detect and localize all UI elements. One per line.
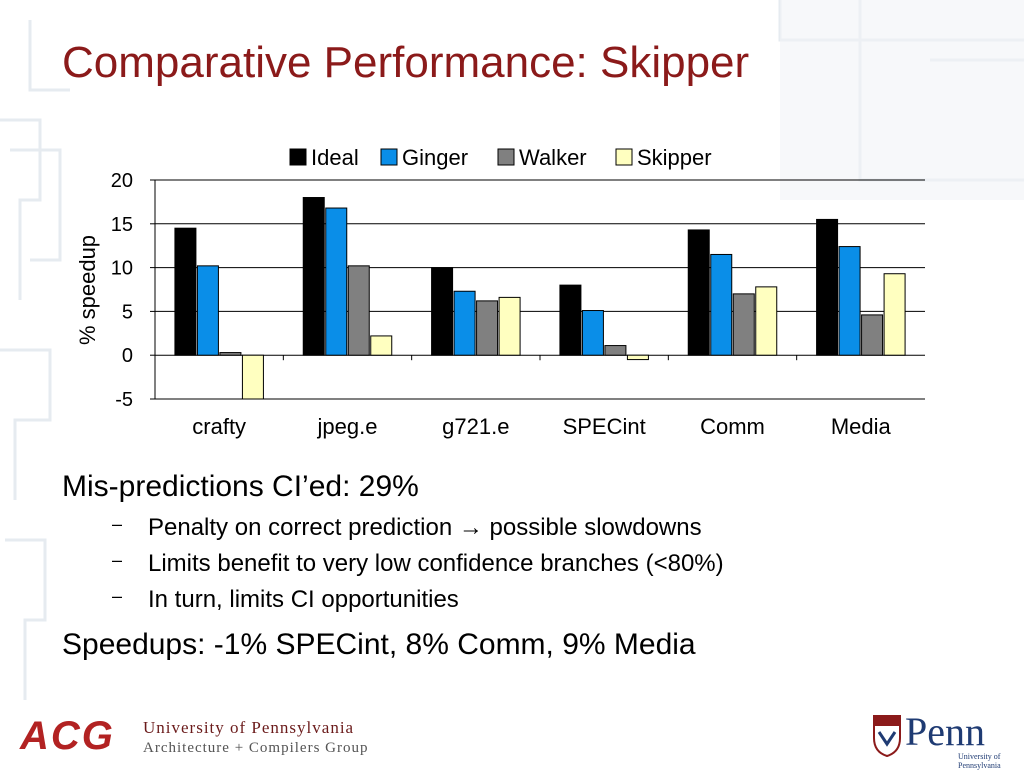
bar-ideal-Media: [816, 218, 839, 356]
y-tick-label: 0: [122, 345, 133, 367]
y-axis-label: % speedup: [75, 235, 100, 345]
bullet-list: Mis-predictions CI’ed: 29% – Penalty on c…: [62, 470, 962, 672]
bar-skipper-Media: [883, 273, 906, 356]
legend-swatch-walker: [497, 148, 515, 166]
bar-ginger-SPECint: [581, 310, 604, 356]
sub-bullet-marker: –: [112, 514, 123, 534]
legend-label-skipper: Skipper: [637, 145, 712, 170]
bar-skipper-Comm: [755, 286, 778, 356]
bar-skipper-crafty: [241, 354, 264, 400]
legend-swatch-ideal: [289, 148, 307, 166]
y-tick-label: 20: [111, 170, 133, 192]
bar-walker-jpeg.e: [347, 265, 370, 356]
acg-logo: ACG: [20, 714, 115, 758]
bar-ginger-Comm: [710, 253, 733, 356]
bullet-main-2: Speedups: -1% SPECint, 8% Comm, 9% Media: [62, 628, 696, 661]
bar-ginger-crafty: [196, 265, 219, 356]
legend-swatch-ginger: [380, 148, 398, 166]
bar-ginger-Media: [838, 246, 861, 356]
bar-skipper-jpeg.e: [370, 335, 393, 356]
bar-walker-g721.e: [476, 300, 499, 356]
bar-walker-SPECint: [604, 345, 627, 356]
speedup-bar-chart: -5 0 5 10 15 20 % speedup crafty jpeg.e g721.e SPE…: [75, 145, 925, 439]
legend-label-ginger: Ginger: [402, 145, 468, 170]
slide-title: Comparative Performance: Skipper: [62, 38, 750, 87]
sub-bullet-marker: –: [112, 586, 123, 606]
sub-bullet-marker: –: [112, 550, 123, 570]
bar-skipper-SPECint: [626, 354, 649, 361]
bar-ideal-jpeg.e: [302, 197, 325, 356]
bar-ideal-Comm: [687, 229, 710, 356]
legend-swatch-skipper: [615, 148, 633, 166]
x-category-label: crafty: [192, 414, 246, 439]
footer-group-name: Architecture + Compilers Group: [143, 740, 369, 756]
penn-wordmark: Penn: [905, 709, 985, 754]
bar-ginger-g721.e: [453, 290, 476, 356]
y-tick-label: 5: [122, 301, 133, 323]
bar-walker-Comm: [732, 293, 755, 356]
bar-ideal-crafty: [174, 227, 197, 356]
sub-bullet-1: – Penalty on correct prediction → possibl…: [112, 514, 962, 542]
x-category-label: jpeg.e: [317, 414, 378, 439]
x-category-label: Media: [831, 414, 892, 439]
bar-walker-crafty: [219, 352, 242, 356]
x-category-label: Comm: [700, 414, 765, 439]
sub-bullet-text: In turn, limits CI opportunities: [148, 586, 459, 613]
bar-ideal-g721.e: [431, 267, 454, 356]
y-tick-label: -5: [115, 389, 133, 411]
bullet-main-1: Mis-predictions CI’ed: 29%: [62, 470, 419, 503]
bar-skipper-g721.e: [498, 296, 521, 356]
y-tick-label: 10: [111, 258, 133, 280]
sub-bullet-3: – In turn, limits CI opportunities: [112, 586, 962, 614]
legend-label-walker: Walker: [519, 145, 587, 170]
bar-ginger-jpeg.e: [325, 207, 348, 356]
bar-ideal-SPECint: [559, 284, 582, 356]
bar-walker-Media: [861, 314, 884, 356]
sub-bullet-text: Penalty on correct prediction → possible…: [148, 514, 702, 541]
penn-shield-icon: [873, 715, 901, 758]
sub-bullet-2: – Limits benefit to very low confidence b…: [112, 550, 962, 578]
footer-university-name: University of Pennsylvania: [143, 718, 355, 737]
x-category-label: SPECint: [563, 414, 646, 439]
sub-bullet-text: Limits benefit to very low confidence br…: [148, 550, 724, 577]
legend-label-ideal: Ideal: [311, 145, 359, 170]
y-tick-label: 15: [111, 214, 133, 236]
penn-wordmark-subtitle: University of Pennsylvania: [958, 752, 1001, 770]
x-category-label: g721.e: [442, 414, 509, 439]
